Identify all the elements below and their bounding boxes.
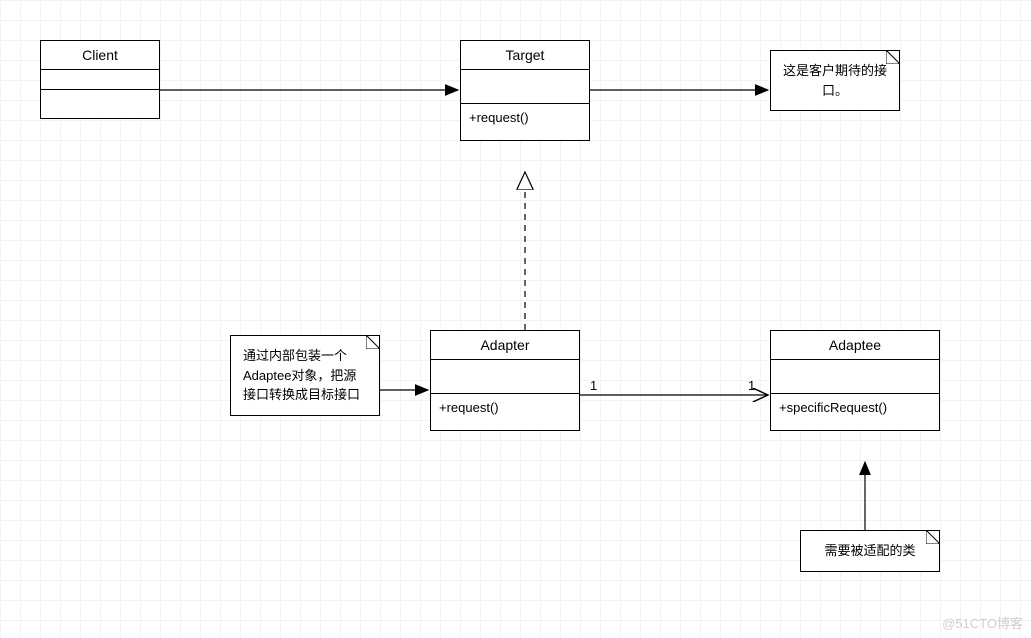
note-adaptee-text: 需要被适配的类	[824, 543, 915, 558]
class-adapter-ops: +request()	[431, 394, 579, 430]
class-target-ops: +request()	[461, 104, 589, 140]
class-adapter: Adapter +request()	[430, 330, 580, 431]
class-adaptee: Adaptee +specificRequest()	[770, 330, 940, 431]
assoc-mult-right: 1	[748, 378, 755, 393]
class-client: Client	[40, 40, 160, 119]
watermark-text: @51CTO博客	[942, 613, 1023, 632]
class-target-attrs	[461, 70, 589, 104]
note-fold-icon	[926, 530, 940, 544]
note-fold-icon	[886, 50, 900, 64]
note-fold-icon	[366, 335, 380, 349]
class-adapter-title: Adapter	[431, 331, 579, 360]
class-target: Target +request()	[460, 40, 590, 141]
note-adapter: 通过内部包装一个Adaptee对象，把源接口转换成目标接口	[230, 335, 380, 416]
note-target-text: 这是客户期待的接口。	[783, 63, 887, 98]
assoc-mult-left: 1	[590, 378, 597, 393]
class-target-title: Target	[461, 41, 589, 70]
class-client-ops	[41, 90, 159, 118]
note-target: 这是客户期待的接口。	[770, 50, 900, 111]
class-adaptee-title: Adaptee	[771, 331, 939, 360]
class-adaptee-attrs	[771, 360, 939, 394]
class-adaptee-ops: +specificRequest()	[771, 394, 939, 430]
note-adapter-text: 通过内部包装一个Adaptee对象，把源接口转换成目标接口	[243, 348, 360, 402]
class-client-title: Client	[41, 41, 159, 70]
class-adapter-attrs	[431, 360, 579, 394]
class-client-attrs	[41, 70, 159, 90]
note-adaptee: 需要被适配的类	[800, 530, 940, 572]
